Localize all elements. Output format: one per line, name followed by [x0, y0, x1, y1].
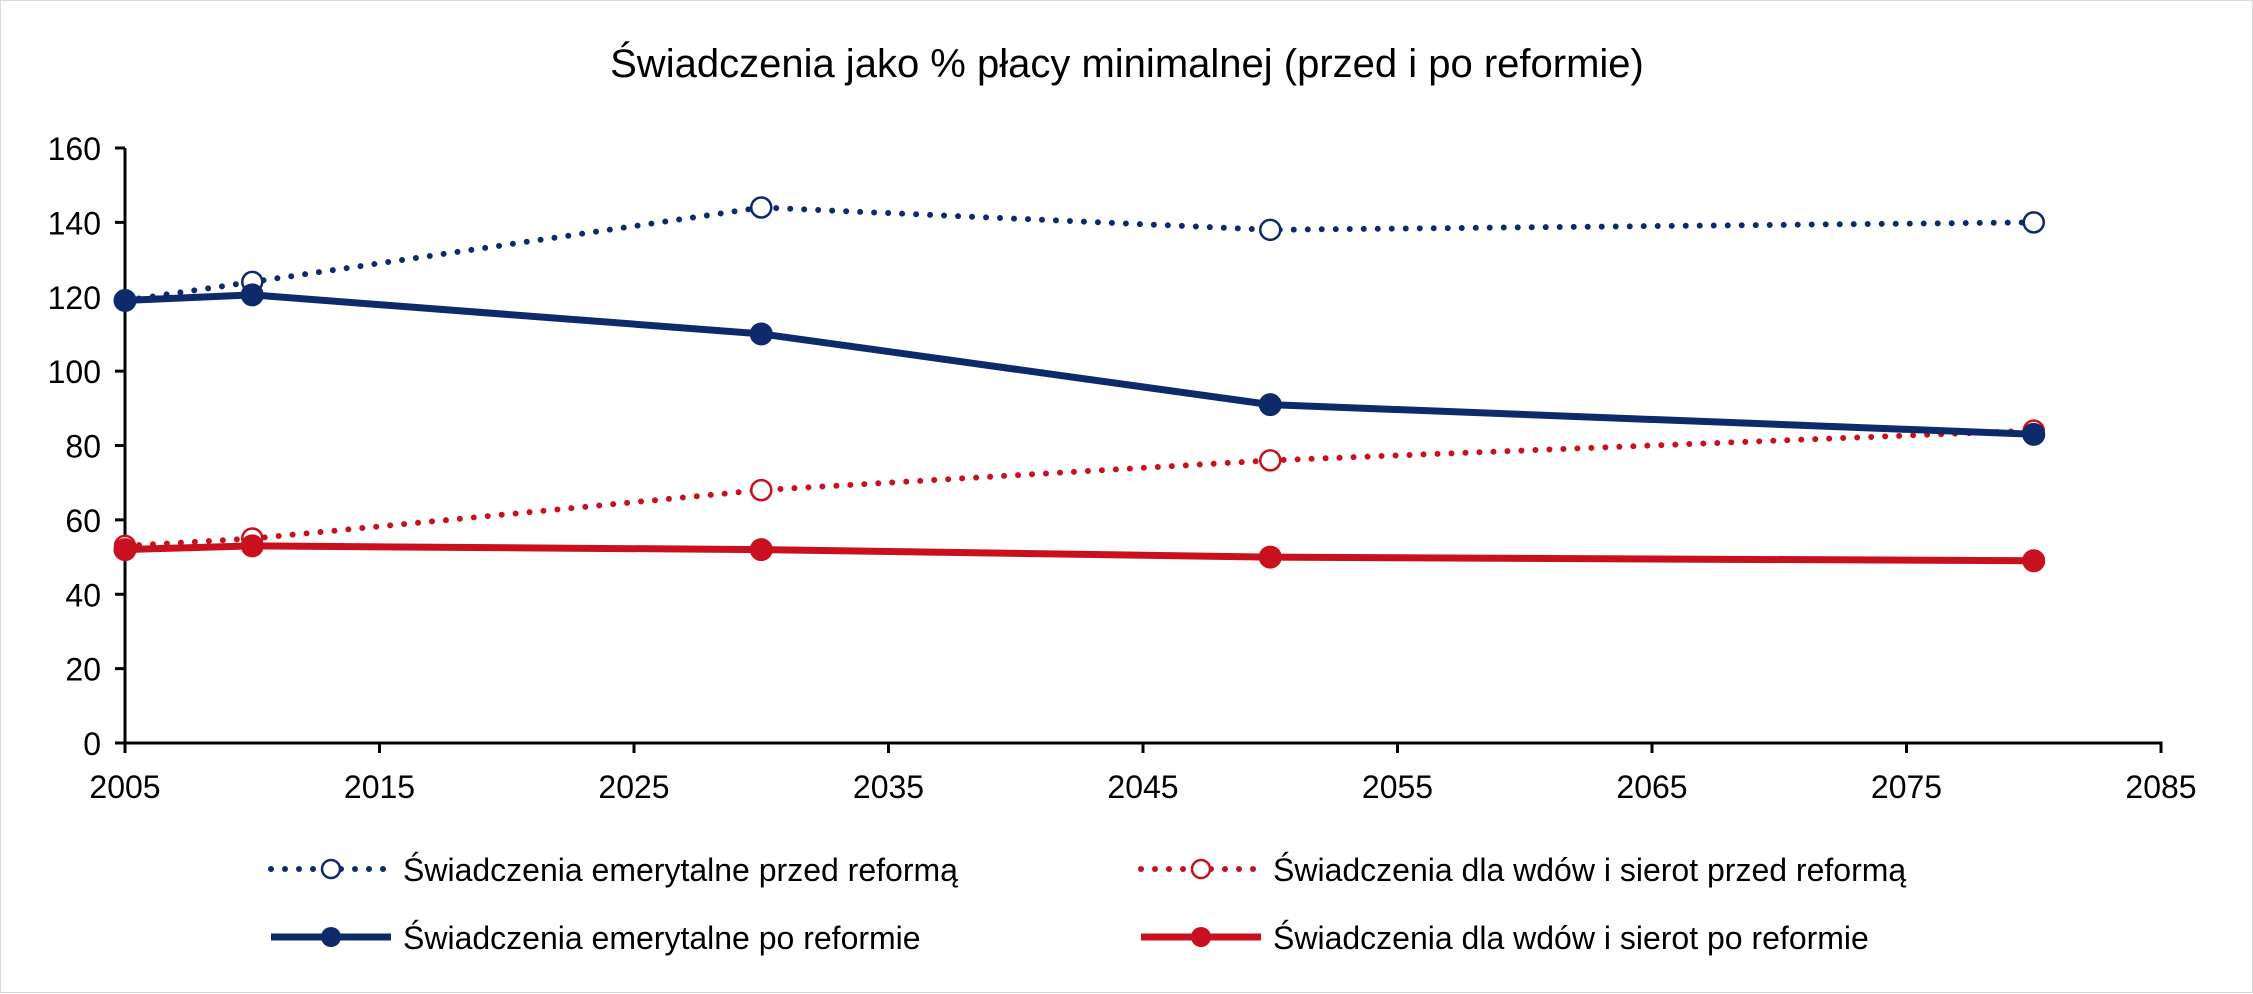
data-point: [240, 534, 264, 558]
data-point: [750, 478, 773, 502]
y-tick-label: 160: [48, 131, 101, 167]
legend-marker: [320, 858, 342, 880]
legend-item-2: Świadczenia emerytalne po reformie: [271, 920, 921, 956]
legend-item-1: Świadczenia dla wdów i sierot przed refo…: [1138, 852, 1906, 888]
legend-marker: [321, 927, 341, 947]
x-tick-label: 2085: [2125, 769, 2196, 805]
series-2: [113, 283, 2046, 446]
x-tick-label: 2045: [1107, 769, 1178, 805]
series-0: [113, 196, 2045, 312]
x-tick-label: 2005: [89, 769, 160, 805]
data-point: [2022, 422, 2046, 446]
legend-label: Świadczenia dla wdów i sierot po reformi…: [1273, 920, 1869, 956]
x-tick-label: 2055: [1362, 769, 1433, 805]
axes: 0 20 40 60 80 100 120 140 160 2005 2015 2025 2035 204…: [48, 131, 2197, 805]
series-layer: [113, 196, 2046, 573]
data-point: [749, 538, 773, 562]
series-line: [122, 427, 2037, 549]
legend-item-3: Świadczenia dla wdów i sierot po reformi…: [1141, 920, 1869, 956]
y-tick-label: 140: [48, 205, 101, 241]
data-point: [113, 538, 137, 562]
legend-marker: [1190, 858, 1212, 880]
y-tick-label: 20: [65, 652, 101, 688]
data-point: [2022, 211, 2045, 234]
data-point: [1259, 218, 1282, 242]
data-point: [1259, 449, 1282, 472]
data-point: [2022, 549, 2046, 573]
y-tick-label: 60: [65, 503, 101, 539]
y-tick-label: 0: [83, 726, 101, 762]
y-tick-label: 80: [65, 429, 101, 465]
legend-marker: [1191, 927, 1211, 947]
series-3: [113, 534, 2046, 573]
data-point: [1258, 545, 1282, 569]
legend-label: Świadczenia dla wdów i sierot przed refo…: [1273, 852, 1906, 888]
data-point: [113, 288, 137, 312]
x-tick-label: 2035: [853, 769, 924, 805]
data-point: [750, 196, 773, 219]
data-point: [240, 283, 264, 307]
data-point: [1258, 393, 1282, 417]
legend: Świadczenia emerytalne przed reformą Świa…: [268, 852, 1906, 956]
series-line: [124, 542, 2034, 565]
series-line: [124, 291, 2034, 438]
chart-title: Świadczenia jako % płacy minimalnej (prz…: [610, 40, 1644, 86]
y-tick-label: 120: [48, 280, 101, 316]
legend-label: Świadczenia emerytalne przed reformą: [403, 852, 958, 888]
x-tick-label: 2025: [598, 769, 669, 805]
y-tick-label: 40: [65, 577, 101, 613]
series-1: [113, 419, 2045, 558]
y-tick-label: 100: [48, 354, 101, 390]
x-tick-label: 2015: [344, 769, 415, 805]
x-tick-label: 2065: [1616, 769, 1687, 805]
series-line: [122, 204, 2037, 304]
data-point: [749, 322, 773, 346]
legend-item-0: Świadczenia emerytalne przed reformą: [268, 852, 958, 888]
legend-label: Świadczenia emerytalne po reformie: [403, 920, 921, 956]
x-tick-label: 2075: [1871, 769, 1942, 805]
